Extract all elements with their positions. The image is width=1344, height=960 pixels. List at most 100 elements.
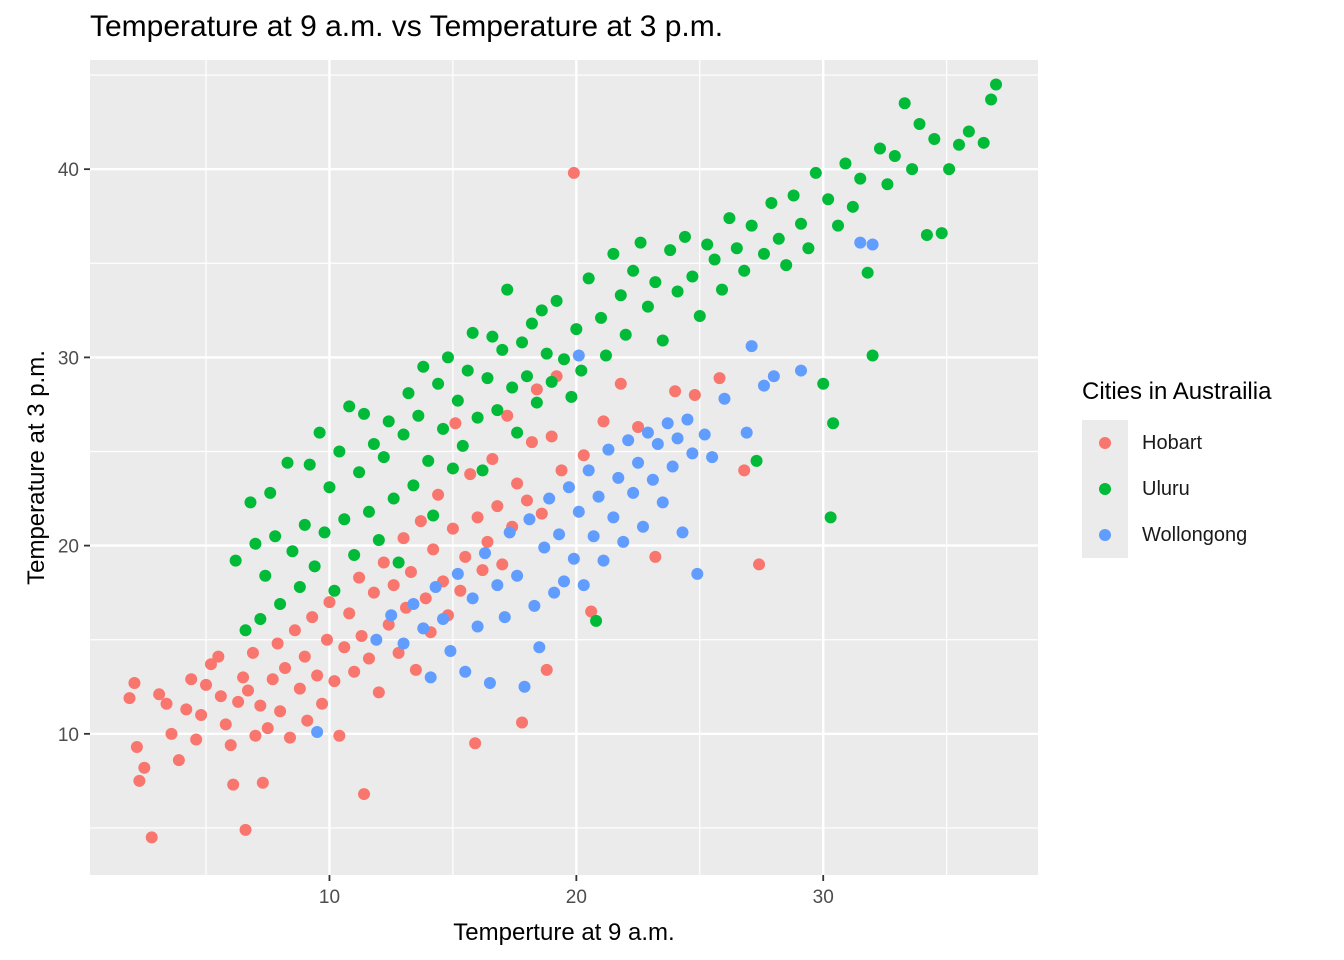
- data-point: [441, 351, 454, 364]
- data-point: [881, 178, 894, 191]
- data-point: [634, 236, 647, 249]
- data-point: [318, 526, 331, 539]
- data-point: [691, 567, 704, 580]
- legend-label: Wollongong: [1142, 523, 1248, 546]
- legend: Cities in Austrailia Hobart Uluru Wollongo…: [1082, 378, 1271, 558]
- data-point: [555, 464, 568, 477]
- data-point: [516, 716, 529, 729]
- data-point: [239, 624, 252, 637]
- data-point: [637, 520, 649, 533]
- data-point: [827, 417, 840, 430]
- data-point: [590, 614, 603, 627]
- data-point: [417, 360, 430, 373]
- data-point: [323, 596, 336, 609]
- data-point: [333, 445, 346, 458]
- data-point: [200, 678, 213, 691]
- data-point: [523, 513, 536, 526]
- data-point: [328, 675, 341, 688]
- data-point: [824, 511, 837, 524]
- legend-key: [1082, 512, 1128, 558]
- data-point: [469, 737, 482, 750]
- data-point: [429, 581, 442, 594]
- data-point: [990, 78, 1003, 91]
- data-point: [464, 468, 477, 481]
- data-point: [414, 515, 427, 528]
- legend-label: Hobart: [1142, 431, 1203, 454]
- data-point: [809, 166, 822, 179]
- data-point: [407, 597, 420, 610]
- data-point: [402, 387, 415, 400]
- data-point: [854, 172, 867, 185]
- data-point: [358, 407, 371, 420]
- data-point: [471, 620, 484, 633]
- data-point: [288, 624, 301, 637]
- data-point: [481, 372, 494, 385]
- data-point: [943, 163, 956, 176]
- data-point: [471, 411, 484, 424]
- data-point: [229, 554, 242, 567]
- data-point: [338, 641, 351, 654]
- data-point: [656, 334, 669, 347]
- data-point: [795, 217, 807, 230]
- data-point: [750, 454, 763, 467]
- data-point: [387, 579, 400, 592]
- data-point: [424, 671, 437, 684]
- data-point: [617, 535, 630, 548]
- data-point: [572, 349, 585, 362]
- data-point: [619, 328, 632, 341]
- data-point: [286, 545, 299, 558]
- data-point: [377, 556, 390, 569]
- data-point: [387, 492, 400, 505]
- data-point: [432, 488, 445, 501]
- data-point: [511, 569, 524, 582]
- data-point: [567, 552, 580, 565]
- data-point: [392, 556, 405, 569]
- data-point: [767, 370, 780, 383]
- data-point: [409, 663, 422, 676]
- data-point: [661, 417, 674, 430]
- data-point: [582, 464, 595, 477]
- data-point: [367, 437, 380, 450]
- data-point: [266, 673, 279, 686]
- data-point: [355, 629, 368, 642]
- data-point: [323, 481, 336, 494]
- data-point: [920, 229, 933, 242]
- legend-title: Cities in Austrailia: [1082, 378, 1272, 405]
- data-point: [587, 530, 600, 543]
- data-point: [753, 558, 766, 571]
- data-point: [651, 437, 664, 450]
- data-point: [649, 550, 662, 563]
- data-point: [254, 613, 267, 626]
- data-point: [353, 571, 366, 584]
- data-point: [180, 703, 193, 716]
- data-point: [382, 415, 395, 428]
- data-point: [303, 458, 316, 471]
- data-point: [283, 731, 296, 744]
- data-point: [446, 462, 459, 475]
- data-point: [214, 690, 227, 703]
- data-point: [706, 451, 719, 464]
- data-point: [614, 377, 627, 390]
- data-point: [612, 471, 625, 484]
- data-point: [293, 682, 306, 695]
- data-point: [558, 353, 570, 366]
- data-point: [688, 389, 701, 402]
- data-point: [520, 370, 533, 383]
- data-point: [224, 739, 237, 752]
- data-point: [254, 699, 267, 712]
- data-point: [486, 453, 499, 466]
- data-point: [333, 729, 346, 742]
- data-point: [343, 400, 356, 413]
- legend-dot-icon: [1099, 483, 1111, 495]
- data-point: [627, 486, 640, 499]
- data-point: [432, 377, 445, 390]
- legend-item-wollongong: Wollongong: [1082, 512, 1271, 558]
- data-point: [190, 733, 203, 746]
- data-point: [306, 611, 319, 624]
- data-point: [397, 428, 410, 441]
- data-point: [676, 526, 689, 539]
- data-point: [496, 343, 509, 356]
- data-point: [832, 219, 845, 232]
- data-point: [525, 317, 538, 330]
- data-point: [437, 422, 450, 435]
